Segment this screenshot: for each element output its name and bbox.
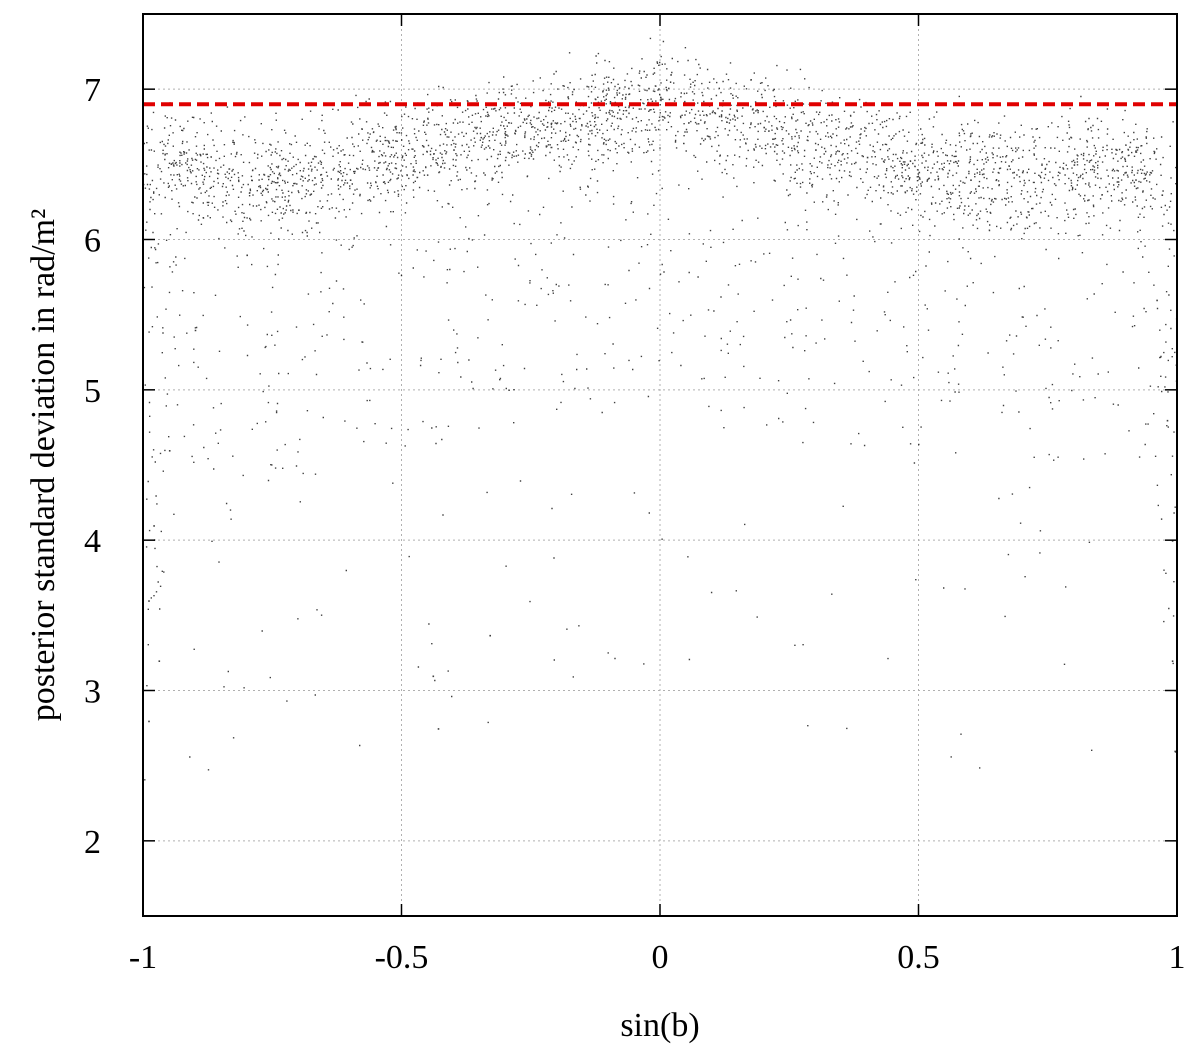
y-tick-labels: 2 3 4 5 6 7 (84, 72, 101, 861)
y-axis-label: posterior standard deviation in rad/m² (25, 209, 62, 722)
y-tick-label: 3 (84, 674, 101, 711)
y-tick-label: 7 (84, 72, 101, 109)
x-tick-label: 0 (652, 939, 669, 976)
y-tick-label: 6 (84, 223, 101, 260)
grid-lines (143, 14, 1177, 916)
y-tick-label: 2 (84, 824, 101, 861)
x-tick-label: 1 (1169, 939, 1186, 976)
x-tick-label: -1 (129, 939, 157, 976)
x-tick-labels: -1 -0.5 0 0.5 1 (129, 939, 1186, 976)
x-axis-label: sin(b) (620, 1007, 699, 1044)
y-tick-label: 5 (84, 373, 101, 410)
y-tick-label: 4 (84, 523, 101, 560)
axis-ticks (142, 14, 1178, 916)
x-tick-label: -0.5 (375, 939, 429, 976)
x-tick-label: 0.5 (897, 939, 940, 976)
